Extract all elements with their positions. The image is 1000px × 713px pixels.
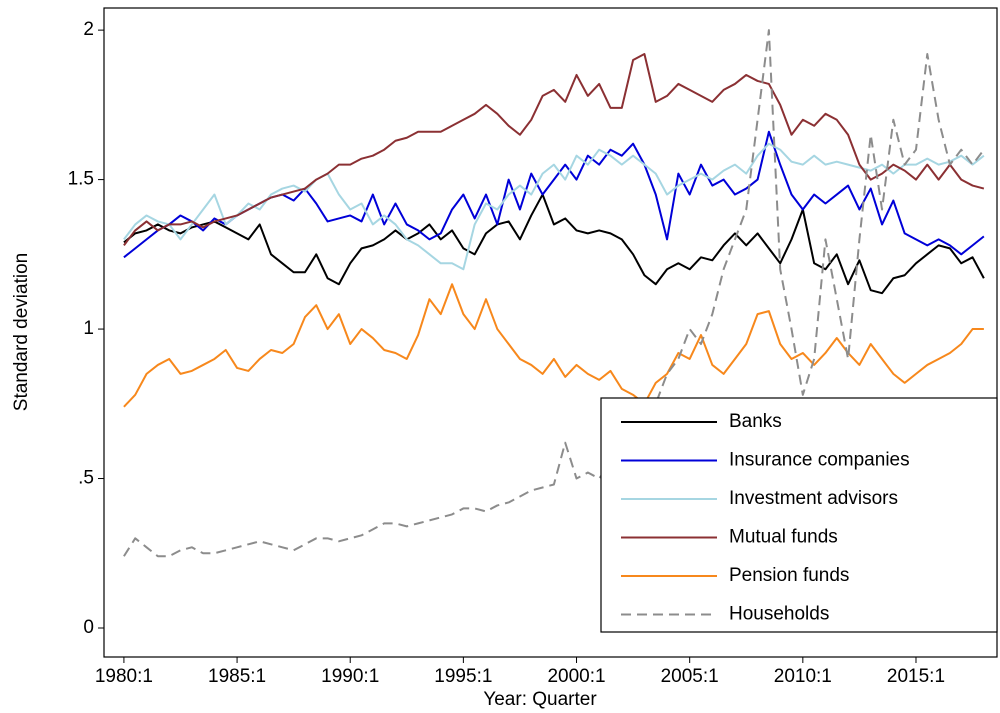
x-axis-title: Year: Quarter	[483, 689, 597, 710]
y-axis-title: Standard deviation	[11, 253, 32, 411]
legend-label: Insurance companies	[729, 450, 910, 471]
y-tick-label: 0	[83, 617, 94, 638]
x-tick-label: 2005:1	[661, 666, 719, 687]
y-tick-label: 2	[83, 19, 94, 40]
legend-label: Pension funds	[729, 565, 849, 586]
series-line	[123, 193, 985, 295]
x-tick-label: 2010:1	[774, 666, 832, 687]
legend-label: Banks	[729, 411, 782, 432]
y-tick-label: .5	[78, 468, 94, 489]
x-tick-label: 1980:1	[95, 666, 153, 687]
legend-label: Investment advisors	[729, 488, 898, 509]
legend-box	[600, 397, 998, 633]
x-tick-label: 1995:1	[434, 666, 492, 687]
series-line	[123, 283, 984, 408]
plot-frame	[103, 7, 998, 658]
x-tick-label: 2015:1	[887, 666, 945, 687]
x-tick-label: 1985:1	[208, 666, 266, 687]
legend-label: Mutual funds	[729, 527, 838, 548]
y-tick-label: 1	[83, 318, 94, 339]
x-tick-label: 2000:1	[547, 666, 605, 687]
y-tick-label: 1.5	[68, 169, 94, 190]
x-tick-label: 1990:1	[321, 666, 379, 687]
series-line	[123, 29, 985, 558]
series-line	[123, 53, 985, 246]
legend-label: Households	[729, 604, 829, 625]
